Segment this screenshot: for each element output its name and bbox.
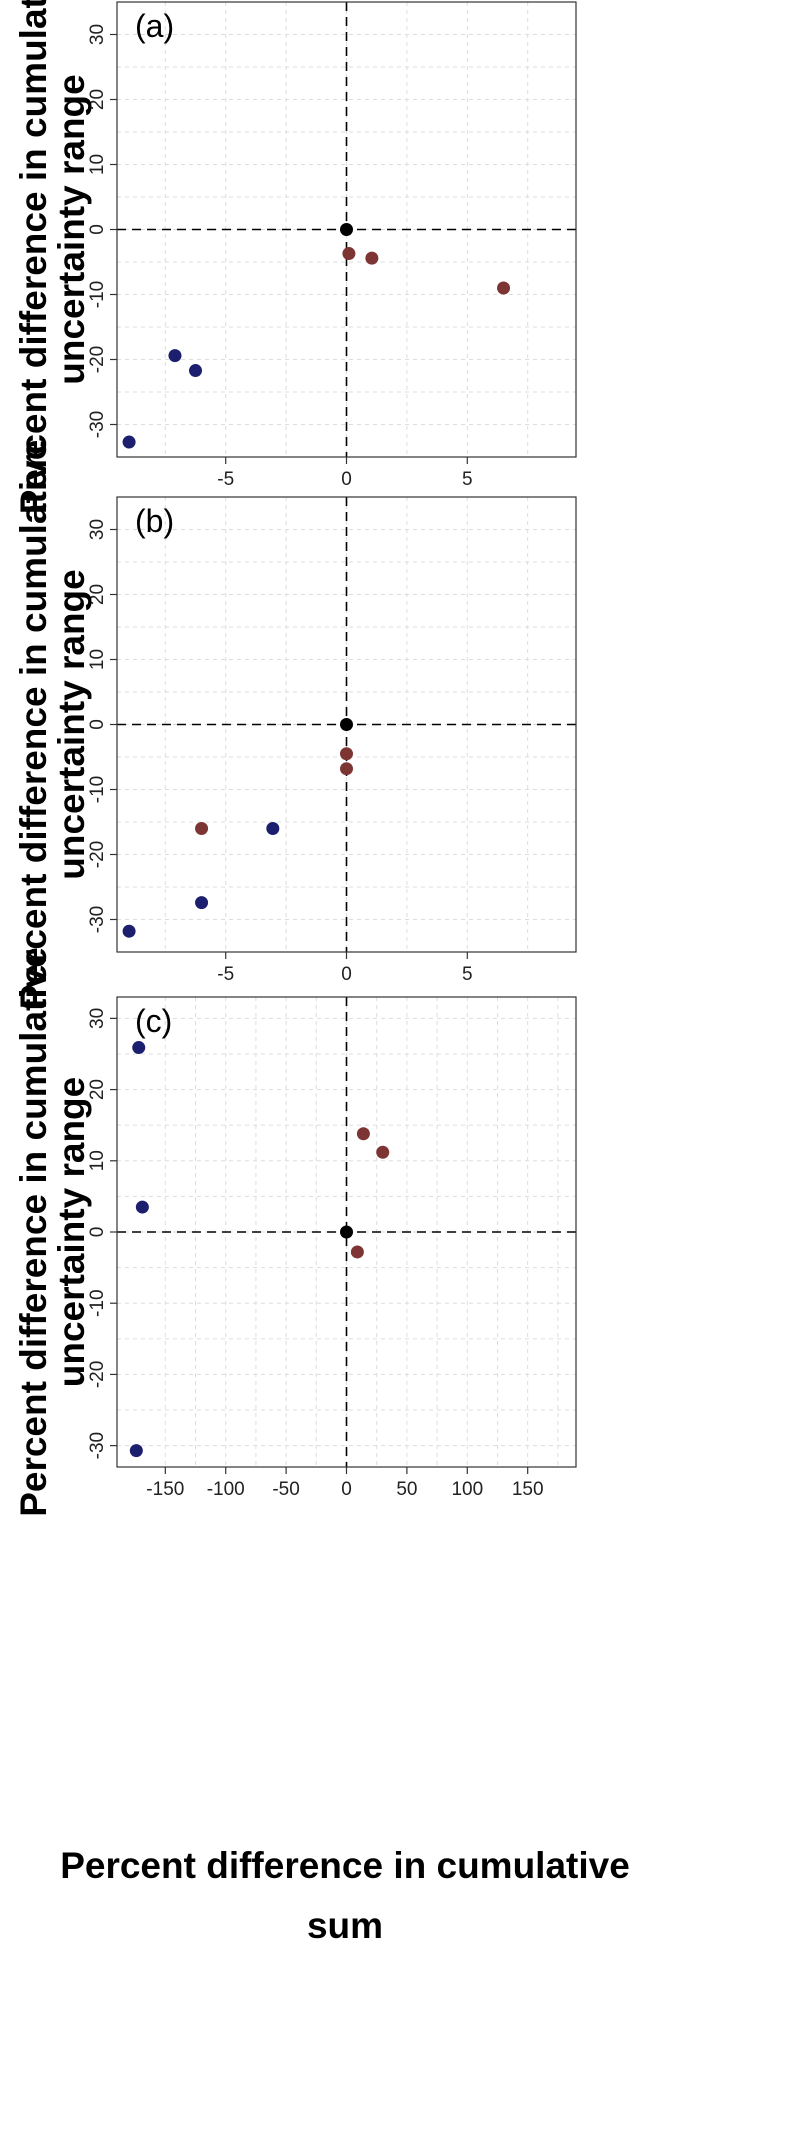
y-tick-label: -10 bbox=[87, 281, 108, 308]
y-axis-label: Percent difference in cumulative bbox=[13, 947, 54, 1517]
data-point-red bbox=[340, 747, 353, 761]
data-point-blue bbox=[122, 924, 136, 938]
y-tick-label: 30 bbox=[87, 1008, 108, 1029]
x-tick-label: 50 bbox=[396, 1479, 417, 1500]
data-point-black bbox=[340, 718, 353, 731]
panel-label: (b) bbox=[135, 503, 174, 539]
y-axis-label: Percent difference in cumulative bbox=[13, 0, 54, 514]
data-point-red bbox=[350, 1245, 364, 1259]
y-tick-label: 30 bbox=[87, 24, 108, 45]
x-tick-label: -150 bbox=[146, 1479, 184, 1500]
x-tick-label: 0 bbox=[341, 1479, 352, 1500]
data-point-blue bbox=[132, 1041, 146, 1055]
data-point-red bbox=[376, 1145, 390, 1159]
data-point-red bbox=[356, 1127, 370, 1141]
x-tick-label: -5 bbox=[217, 964, 234, 985]
x-tick-label: -50 bbox=[272, 1479, 299, 1500]
y-tick-label: -10 bbox=[87, 776, 108, 803]
x-tick-label: -100 bbox=[207, 1479, 245, 1500]
x-tick-label: 0 bbox=[341, 469, 352, 490]
y-tick-label: 0 bbox=[87, 719, 108, 730]
y-tick-label: -30 bbox=[87, 1432, 108, 1459]
y-axis-label: uncertainty range bbox=[51, 74, 92, 384]
y-tick-label: 20 bbox=[87, 584, 108, 605]
y-tick-label: 20 bbox=[87, 89, 108, 110]
data-point-red bbox=[195, 822, 209, 835]
data-point-blue bbox=[129, 1444, 143, 1458]
x-tick-label: 5 bbox=[462, 469, 473, 490]
data-point-blue bbox=[189, 364, 203, 378]
y-tick-label: -20 bbox=[87, 346, 108, 373]
y-tick-label: 0 bbox=[87, 224, 108, 235]
x-tick-label: 150 bbox=[512, 1479, 544, 1500]
data-point-blue bbox=[266, 822, 280, 835]
y-tick-label: 20 bbox=[87, 1079, 108, 1100]
y-tick-label: -30 bbox=[87, 411, 108, 438]
data-point-red bbox=[365, 251, 379, 265]
y-tick-label: -30 bbox=[87, 906, 108, 933]
data-point-red bbox=[340, 762, 353, 776]
data-point-red bbox=[342, 247, 356, 261]
panel-label: (c) bbox=[135, 1003, 172, 1039]
x-tick-label: 5 bbox=[462, 964, 473, 985]
data-point-blue bbox=[122, 435, 136, 449]
data-point-blue bbox=[168, 349, 182, 363]
x-tick-label: -5 bbox=[217, 469, 234, 490]
y-axis-label: uncertainty range bbox=[51, 1077, 92, 1387]
y-tick-label: -20 bbox=[87, 841, 108, 868]
x-axis-label: Percent difference in cumulative bbox=[60, 1845, 630, 1886]
panel-2: -30 -20 -10 0 10 20 30 -5 0 5 (b) Percent differenc… bbox=[13, 440, 577, 1010]
data-point-blue bbox=[195, 896, 209, 910]
y-tick-label: 10 bbox=[87, 649, 108, 670]
data-point-black bbox=[340, 1225, 353, 1239]
y-tick-label: 10 bbox=[87, 1150, 108, 1171]
y-tick-label: -20 bbox=[87, 1361, 108, 1388]
y-axis-label: Percent difference in cumulative bbox=[13, 440, 54, 1010]
data-point-blue bbox=[135, 1200, 149, 1214]
x-axis-label: sum bbox=[307, 1905, 383, 1946]
y-tick-label: 10 bbox=[87, 154, 108, 175]
panel-label: (a) bbox=[135, 8, 174, 44]
data-point-red bbox=[497, 281, 511, 295]
y-axis-label: uncertainty range bbox=[51, 569, 92, 879]
data-point-black bbox=[340, 223, 353, 236]
x-tick-label: 100 bbox=[451, 1479, 483, 1500]
x-tick-label: 0 bbox=[341, 964, 352, 985]
y-tick-label: 0 bbox=[87, 1227, 108, 1238]
y-tick-label: 30 bbox=[87, 519, 108, 540]
y-tick-label: -10 bbox=[87, 1289, 108, 1316]
panel-1: -30 -20 -10 0 10 20 30 -5 0 5 (a) Percent differenc… bbox=[13, 0, 577, 514]
